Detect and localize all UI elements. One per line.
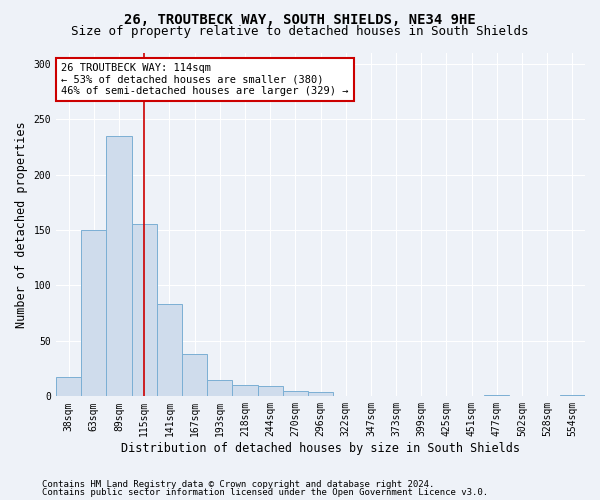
- Bar: [257, 386, 283, 396]
- Bar: [560, 395, 585, 396]
- Bar: [182, 354, 207, 397]
- Y-axis label: Number of detached properties: Number of detached properties: [15, 121, 28, 328]
- Bar: [56, 378, 81, 396]
- Bar: [106, 136, 131, 396]
- Text: Size of property relative to detached houses in South Shields: Size of property relative to detached ho…: [71, 25, 529, 38]
- Bar: [131, 224, 157, 396]
- Text: Contains public sector information licensed under the Open Government Licence v3: Contains public sector information licen…: [42, 488, 488, 497]
- X-axis label: Distribution of detached houses by size in South Shields: Distribution of detached houses by size …: [121, 442, 520, 455]
- Bar: [232, 385, 257, 396]
- Text: 26 TROUTBECK WAY: 114sqm
← 53% of detached houses are smaller (380)
46% of semi-: 26 TROUTBECK WAY: 114sqm ← 53% of detach…: [61, 63, 349, 96]
- Bar: [81, 230, 106, 396]
- Bar: [207, 380, 232, 396]
- Text: Contains HM Land Registry data © Crown copyright and database right 2024.: Contains HM Land Registry data © Crown c…: [42, 480, 434, 489]
- Bar: [308, 392, 333, 396]
- Bar: [157, 304, 182, 396]
- Bar: [283, 391, 308, 396]
- Text: 26, TROUTBECK WAY, SOUTH SHIELDS, NE34 9HE: 26, TROUTBECK WAY, SOUTH SHIELDS, NE34 9…: [124, 12, 476, 26]
- Bar: [484, 395, 509, 396]
